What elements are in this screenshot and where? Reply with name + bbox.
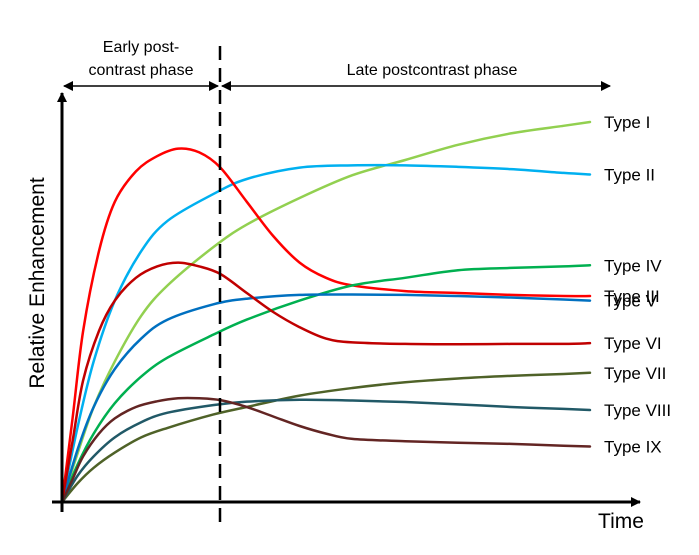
series-line-9 xyxy=(60,396,592,504)
late-phase-label: Late postcontrast phase xyxy=(347,62,518,79)
series-label-2: Type II xyxy=(604,165,655,184)
series-layer xyxy=(60,120,592,504)
series-label-layer: Type I Type II Type III Type IV Type V Type V… xyxy=(604,113,671,457)
series-label-8: Type VIII xyxy=(604,401,671,420)
series-label-7: Type VII xyxy=(604,364,666,383)
series-label-4: Type IV xyxy=(604,256,662,275)
x-axis-title: Time xyxy=(598,510,644,533)
series-line-5 xyxy=(60,293,592,504)
early-phase-label-line2: contrast phase xyxy=(89,62,194,79)
y-axis-title: Relative Enhancement xyxy=(26,177,49,388)
early-phase-label-line1: Early post- xyxy=(103,39,179,56)
series-label-1: Type I xyxy=(604,113,650,132)
series-line-6 xyxy=(60,261,592,504)
series-line-8 xyxy=(60,398,592,504)
series-line-2 xyxy=(60,163,592,504)
series-line-7 xyxy=(60,371,592,504)
series-label-9: Type IX xyxy=(604,438,662,457)
series-label-6: Type VI xyxy=(604,334,662,353)
series-label-5: Type V xyxy=(604,292,658,311)
series-label-3: Type III xyxy=(604,287,660,306)
series-line-4 xyxy=(60,264,592,504)
series-line-3 xyxy=(60,147,592,504)
